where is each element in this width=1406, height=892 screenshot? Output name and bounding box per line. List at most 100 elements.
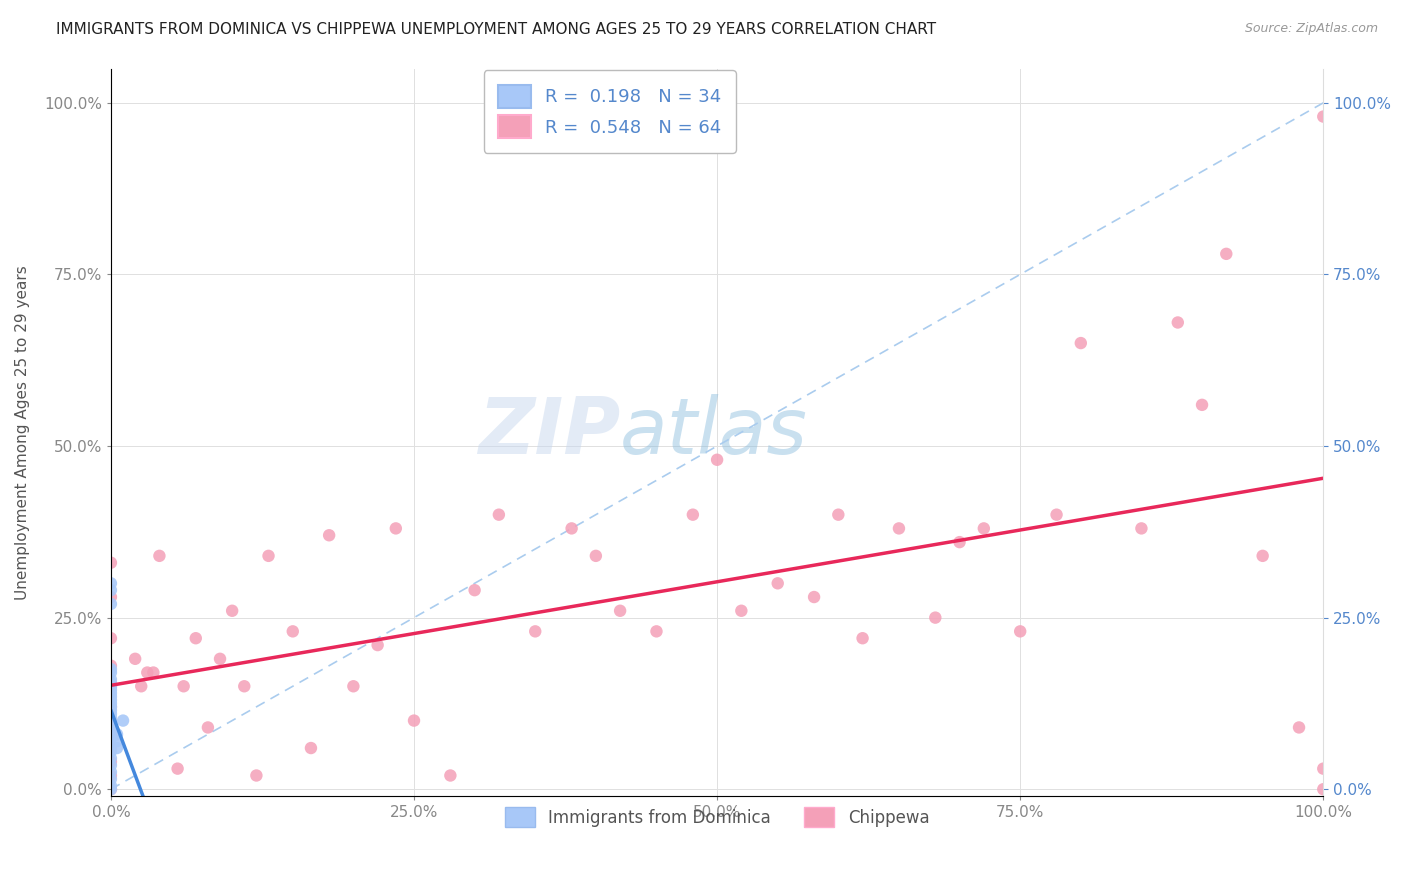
Point bbox=[488, 508, 510, 522]
Point bbox=[342, 679, 364, 693]
Point bbox=[730, 604, 752, 618]
Point bbox=[827, 508, 849, 522]
Point bbox=[973, 521, 995, 535]
Point bbox=[100, 714, 122, 728]
Point bbox=[100, 744, 122, 758]
Text: atlas: atlas bbox=[620, 394, 808, 470]
Point bbox=[245, 768, 267, 782]
Point bbox=[100, 782, 122, 797]
Point bbox=[100, 693, 122, 707]
Point bbox=[100, 682, 122, 697]
Point bbox=[1288, 721, 1310, 735]
Point bbox=[129, 679, 152, 693]
Point bbox=[105, 741, 128, 756]
Text: ZIP: ZIP bbox=[478, 394, 620, 470]
Point bbox=[100, 699, 122, 714]
Point bbox=[100, 738, 122, 752]
Point bbox=[142, 665, 165, 680]
Point bbox=[100, 723, 122, 738]
Point bbox=[100, 714, 122, 728]
Point bbox=[100, 679, 122, 693]
Point bbox=[100, 673, 122, 687]
Point bbox=[100, 658, 122, 673]
Point bbox=[184, 631, 207, 645]
Point bbox=[100, 782, 122, 797]
Point bbox=[887, 521, 910, 535]
Point bbox=[402, 714, 425, 728]
Point bbox=[299, 741, 322, 756]
Point bbox=[561, 521, 583, 535]
Point bbox=[803, 590, 825, 604]
Point bbox=[464, 583, 486, 598]
Point bbox=[1312, 110, 1334, 124]
Point bbox=[124, 652, 146, 666]
Point bbox=[233, 679, 256, 693]
Y-axis label: Unemployment Among Ages 25 to 29 years: Unemployment Among Ages 25 to 29 years bbox=[15, 265, 30, 599]
Point bbox=[766, 576, 789, 591]
Point bbox=[100, 703, 122, 717]
Point bbox=[100, 679, 122, 693]
Point bbox=[1251, 549, 1274, 563]
Point bbox=[100, 727, 122, 741]
Point bbox=[100, 590, 122, 604]
Point bbox=[1215, 247, 1237, 261]
Point bbox=[682, 508, 704, 522]
Point bbox=[367, 638, 389, 652]
Point bbox=[173, 679, 195, 693]
Point bbox=[1191, 398, 1213, 412]
Point bbox=[100, 665, 122, 680]
Point bbox=[1010, 624, 1032, 639]
Point bbox=[100, 631, 122, 645]
Point bbox=[100, 751, 122, 765]
Point bbox=[136, 665, 159, 680]
Point bbox=[948, 535, 970, 549]
Point bbox=[585, 549, 607, 563]
Point bbox=[257, 549, 280, 563]
Point bbox=[100, 699, 122, 714]
Point bbox=[100, 597, 122, 611]
Text: Source: ZipAtlas.com: Source: ZipAtlas.com bbox=[1244, 22, 1378, 36]
Point bbox=[221, 604, 243, 618]
Point bbox=[100, 768, 122, 782]
Point bbox=[1070, 336, 1092, 351]
Point bbox=[100, 662, 122, 676]
Point bbox=[100, 583, 122, 598]
Point bbox=[100, 697, 122, 711]
Point bbox=[100, 576, 122, 591]
Point bbox=[318, 528, 340, 542]
Point bbox=[100, 731, 122, 745]
Point bbox=[439, 768, 461, 782]
Point bbox=[609, 604, 631, 618]
Point bbox=[100, 779, 122, 793]
Point bbox=[100, 721, 122, 735]
Point bbox=[100, 686, 122, 700]
Point bbox=[645, 624, 668, 639]
Point bbox=[100, 676, 122, 690]
Point bbox=[1130, 521, 1153, 535]
Point bbox=[281, 624, 304, 639]
Point bbox=[385, 521, 408, 535]
Legend: Immigrants from Dominica, Chippewa: Immigrants from Dominica, Chippewa bbox=[496, 799, 938, 835]
Point bbox=[706, 452, 728, 467]
Point bbox=[100, 706, 122, 721]
Point bbox=[1312, 782, 1334, 797]
Point bbox=[100, 556, 122, 570]
Point bbox=[105, 734, 128, 748]
Point bbox=[100, 755, 122, 769]
Point bbox=[197, 721, 219, 735]
Point bbox=[100, 710, 122, 724]
Point bbox=[1045, 508, 1067, 522]
Point bbox=[100, 717, 122, 731]
Point bbox=[100, 741, 122, 756]
Point bbox=[166, 762, 188, 776]
Point bbox=[1312, 762, 1334, 776]
Point bbox=[1167, 316, 1189, 330]
Point bbox=[851, 631, 873, 645]
Text: IMMIGRANTS FROM DOMINICA VS CHIPPEWA UNEMPLOYMENT AMONG AGES 25 TO 29 YEARS CORR: IMMIGRANTS FROM DOMINICA VS CHIPPEWA UNE… bbox=[56, 22, 936, 37]
Point bbox=[112, 714, 135, 728]
Point bbox=[105, 727, 128, 741]
Point bbox=[100, 690, 122, 704]
Point bbox=[924, 610, 946, 624]
Point bbox=[100, 765, 122, 780]
Point bbox=[148, 549, 170, 563]
